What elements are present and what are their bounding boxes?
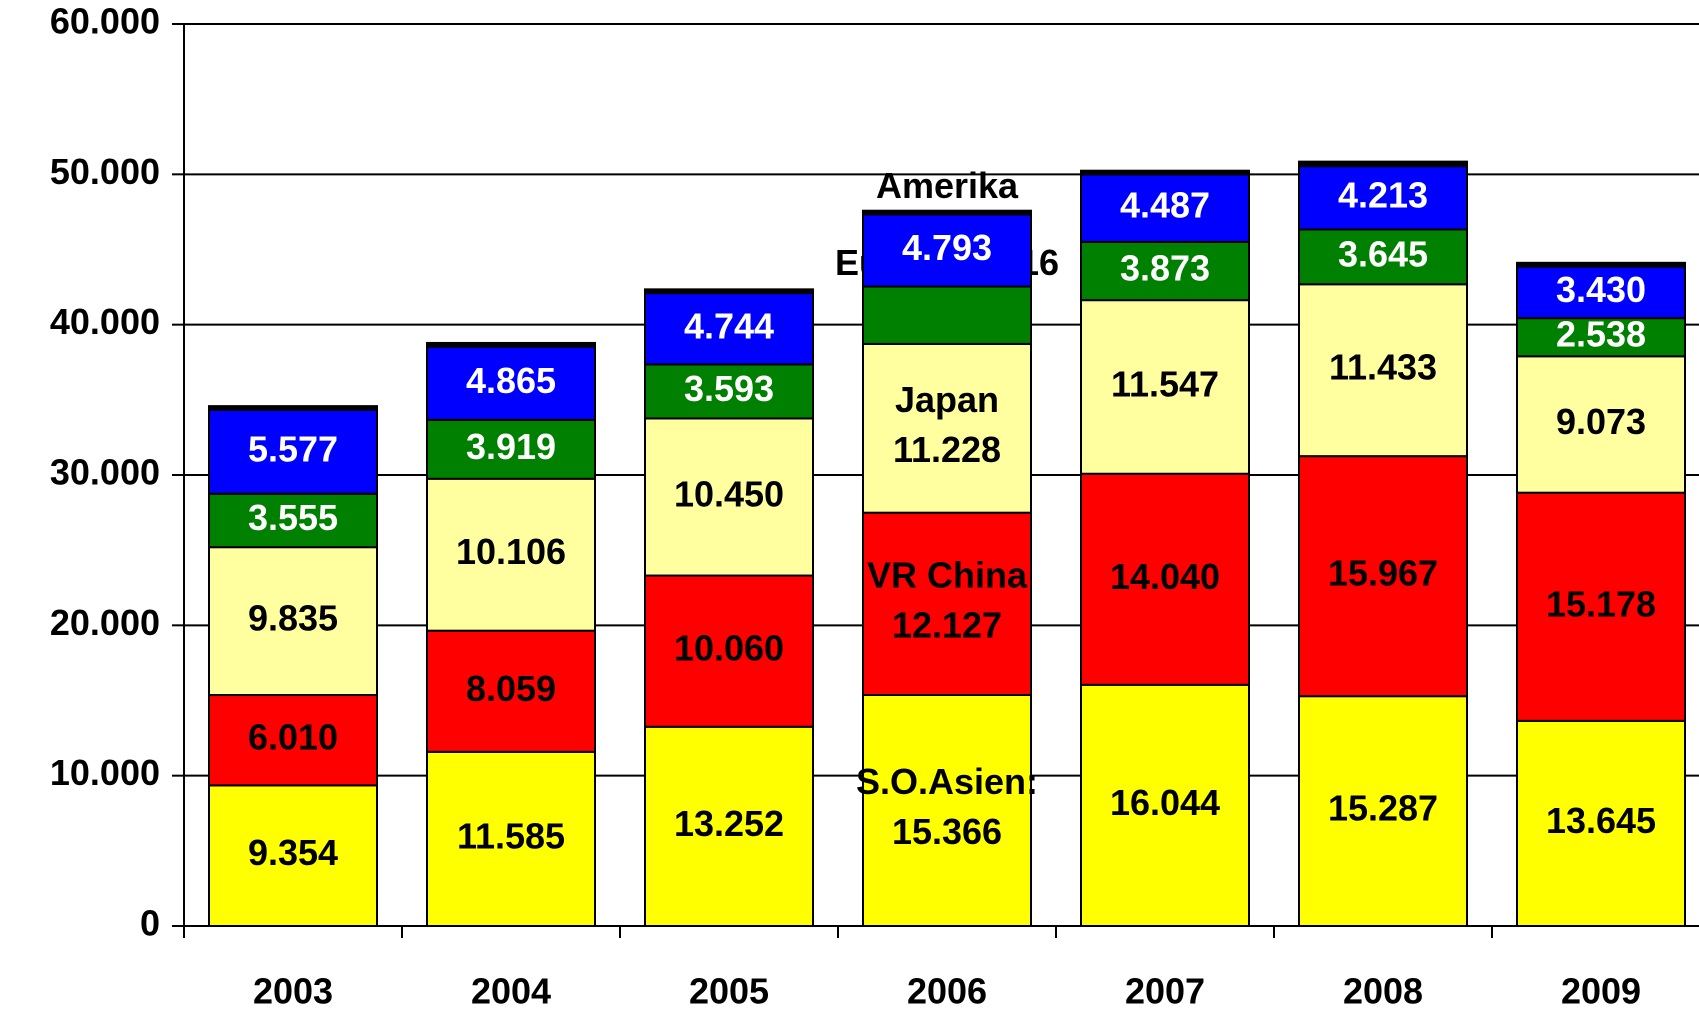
value-label: 4.487: [1120, 185, 1210, 226]
bar-segment: [644, 288, 814, 295]
bar-segment: [1080, 299, 1250, 475]
value-label: 15.967: [1328, 553, 1438, 594]
value-label: 11.433: [1329, 347, 1437, 388]
bar-segment: [1516, 491, 1686, 722]
value-label: 11.547: [1111, 363, 1219, 404]
value-label: 4.744: [684, 305, 774, 346]
bar-segment: [1516, 265, 1686, 320]
bar-segment: [1080, 472, 1250, 686]
value-label: 10.060: [674, 628, 784, 669]
x-tick-label: 2008: [1343, 971, 1423, 1012]
bar-segment: [208, 405, 378, 411]
bar-segment: [862, 511, 1032, 696]
value-label: 9.354: [248, 832, 338, 873]
value-label: 14.040: [1110, 556, 1220, 597]
value-label: 6.010: [248, 717, 338, 758]
value-label: 16.044: [1110, 782, 1220, 823]
bar-segment: [426, 345, 596, 421]
value-label: 15.178: [1546, 583, 1656, 624]
value-label: 4.213: [1338, 174, 1428, 215]
series-name: Amerika: [876, 165, 1019, 206]
bar-segment: [208, 784, 378, 927]
bar-segment: [426, 750, 596, 927]
x-tick-label: 2009: [1561, 971, 1641, 1012]
value-label: 10.450: [674, 474, 784, 515]
x-tick-label: 2006: [907, 971, 987, 1012]
bar-segment: [1298, 160, 1468, 168]
bar-segment: [426, 477, 596, 632]
y-tick-label: 10.000: [50, 752, 160, 793]
bar-segment: [1298, 283, 1468, 458]
x-tick-label: 2004: [471, 971, 551, 1012]
y-tick-label: 60.000: [50, 1, 160, 42]
bar-segment: [426, 629, 596, 753]
y-tick-label: 30.000: [50, 452, 160, 493]
bar-segment: [208, 408, 378, 495]
bar-segment: [644, 725, 814, 927]
value-label: 5.577: [248, 428, 338, 469]
y-tick-label: 50.000: [50, 151, 160, 192]
series-name: Japan: [895, 379, 999, 420]
bar-segment: [862, 209, 1032, 216]
value-label: 3.873: [1120, 248, 1210, 289]
bar-segment: [426, 341, 596, 348]
y-tick-label: 20.000: [50, 602, 160, 643]
value-label: 3.645: [1338, 233, 1428, 274]
bar-segment: [1516, 261, 1686, 268]
bar-segment: [644, 417, 814, 577]
bar-segment: [644, 292, 814, 366]
value-label: 4.865: [466, 360, 556, 401]
bar-segment: [862, 213, 1032, 288]
series-name: VR China: [867, 554, 1028, 595]
value-label: 9.073: [1556, 401, 1646, 442]
x-tick-label: 2005: [689, 971, 769, 1012]
value-label: 8.059: [466, 668, 556, 709]
value-label: 11.228: [893, 429, 1001, 470]
bar-segment: [1080, 173, 1250, 243]
bar-segment: [1516, 317, 1686, 358]
bar-segment: [862, 285, 1032, 345]
value-label: 3.430: [1556, 269, 1646, 310]
bar-segment: [1516, 719, 1686, 928]
bar-segment: [862, 693, 1032, 927]
value-label: 13.252: [674, 803, 784, 844]
value-label: 3.555: [248, 497, 338, 538]
bar-segment: [644, 363, 814, 420]
value-label: 15.366: [892, 811, 1002, 852]
bar-segment: [1080, 240, 1250, 302]
x-tick-label: 2003: [253, 971, 333, 1012]
value-label: 12.127: [892, 604, 1002, 645]
bar-segment: [1080, 169, 1250, 176]
value-label: 2.538: [1556, 314, 1646, 355]
value-label: 10.106: [456, 531, 566, 572]
bar-segment: [1298, 695, 1468, 927]
value-label: 3.593: [684, 368, 774, 409]
value-label: 11.585: [457, 815, 565, 856]
bar-segment: [644, 574, 814, 728]
value-label: 3.919: [466, 426, 556, 467]
bar-segment: [208, 546, 378, 697]
value-label: 4.793: [902, 227, 992, 268]
bar-segment: [1298, 228, 1468, 286]
series-name: S.O.Asien:: [856, 761, 1038, 802]
y-tick-label: 40.000: [50, 301, 160, 342]
value-label: 15.287: [1328, 788, 1438, 829]
bar-segment: [208, 694, 378, 787]
bar-segment: [1298, 455, 1468, 698]
y-tick-label: 0: [140, 903, 160, 944]
bar-segment: [1298, 165, 1468, 231]
value-label: 9.835: [248, 598, 338, 639]
bar-segment: [426, 418, 596, 480]
x-tick-label: 2007: [1125, 971, 1205, 1012]
value-label: 13.645: [1546, 800, 1656, 841]
bar-segment: [208, 492, 378, 549]
